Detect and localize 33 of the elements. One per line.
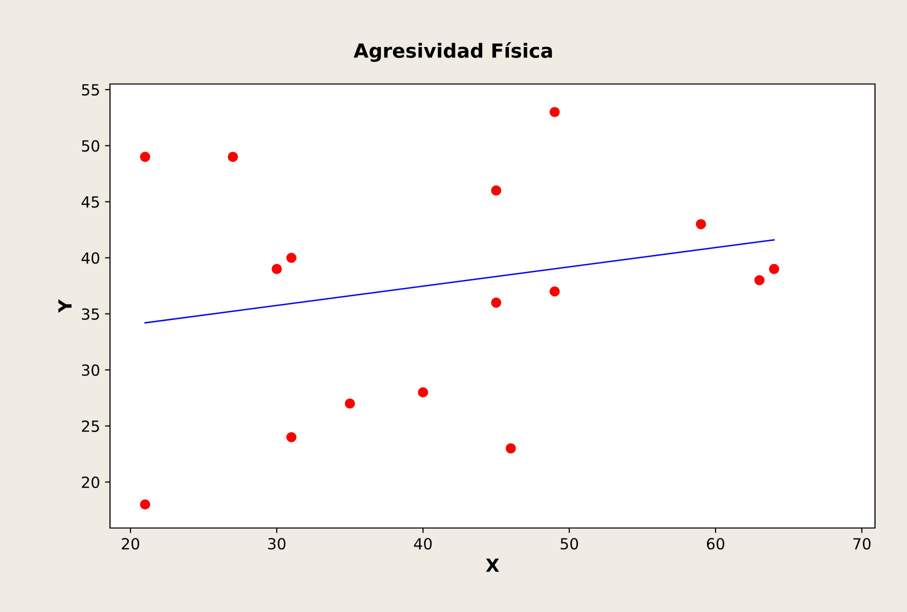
point bbox=[286, 432, 296, 442]
x-tick-label: 50 bbox=[560, 538, 578, 550]
point bbox=[344, 398, 355, 409]
y-tick-label: 40 bbox=[82, 252, 100, 264]
x-tick-label: 30 bbox=[268, 538, 286, 550]
point bbox=[550, 286, 560, 297]
point bbox=[696, 219, 706, 230]
point bbox=[754, 275, 765, 286]
point bbox=[140, 152, 150, 162]
point bbox=[228, 152, 238, 162]
x-tick-label: 20 bbox=[122, 538, 140, 550]
y-tick-label: 50 bbox=[82, 140, 100, 152]
point bbox=[418, 387, 428, 398]
x-tick-label: 70 bbox=[853, 538, 871, 550]
y-axis-title: Y bbox=[58, 299, 72, 313]
y-tick-label: 35 bbox=[82, 308, 99, 320]
y-tick-label: 55 bbox=[82, 84, 99, 96]
point bbox=[768, 264, 780, 274]
y-tick-label: 20 bbox=[82, 476, 100, 488]
point bbox=[491, 298, 502, 308]
point bbox=[286, 252, 296, 263]
chart-title: Agresividad Física bbox=[354, 42, 552, 62]
x-axis-title: X bbox=[486, 558, 500, 572]
point bbox=[272, 264, 282, 274]
y-tick-label: 25 bbox=[82, 420, 99, 432]
x-tick-label: 60 bbox=[706, 538, 724, 550]
point bbox=[140, 499, 150, 510]
point bbox=[550, 106, 560, 118]
point bbox=[491, 185, 502, 196]
y-tick-label: 45 bbox=[82, 196, 99, 208]
point bbox=[506, 443, 516, 454]
y-tick-label: 30 bbox=[82, 364, 100, 376]
x-tick-label: 40 bbox=[414, 538, 432, 550]
